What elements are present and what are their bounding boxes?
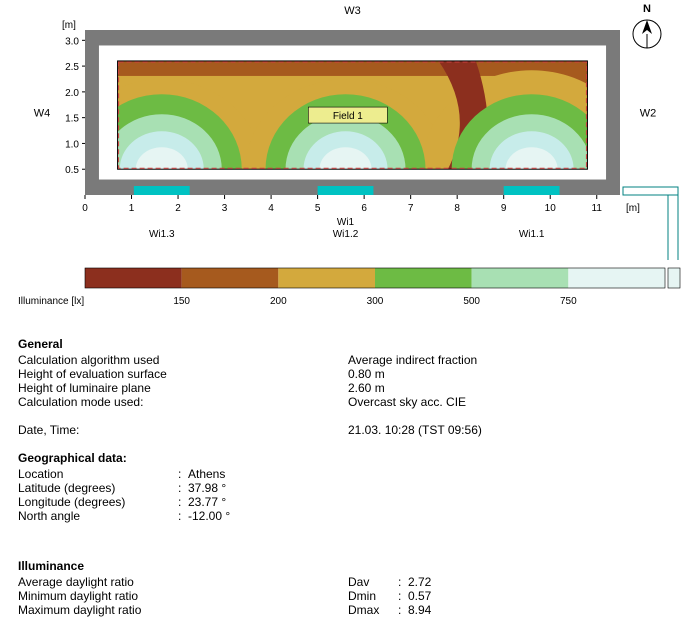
svg-text:150: 150 [173, 296, 190, 307]
svg-text:1: 1 [129, 203, 135, 214]
svg-text:[m]: [m] [626, 203, 640, 214]
gen-label: Height of evaluation surface [18, 367, 348, 381]
geo-label: Longitude (degrees) [18, 495, 178, 509]
svg-text:11: 11 [592, 203, 603, 214]
svg-text:10: 10 [545, 203, 557, 214]
svg-text:[m]: [m] [62, 20, 76, 31]
svg-text:2.0: 2.0 [65, 88, 79, 99]
svg-text:3: 3 [222, 203, 228, 214]
svg-text:Wi1.3: Wi1.3 [149, 229, 175, 240]
svg-text:5: 5 [315, 203, 321, 214]
illum-sym: Dav [348, 575, 398, 589]
gen-value: 0.80 m [348, 367, 385, 381]
gen-label: Calculation mode used: [18, 395, 348, 409]
illum-heading: Illuminance [18, 559, 675, 573]
svg-text:Field 1: Field 1 [333, 111, 363, 122]
geo-value: -12.00 ° [188, 509, 230, 523]
svg-text:Wi1.2: Wi1.2 [333, 229, 359, 240]
text-report: General Calculation algorithm usedAverag… [0, 337, 685, 617]
geo-value: 37.98 ° [188, 481, 226, 495]
gen-value: 2.60 m [348, 381, 385, 395]
svg-text:9: 9 [501, 203, 507, 214]
svg-text:2.5: 2.5 [65, 62, 79, 73]
geo-value: Athens [188, 467, 225, 481]
svg-text:1.0: 1.0 [65, 139, 79, 150]
svg-text:7: 7 [408, 203, 414, 214]
svg-text:0.5: 0.5 [65, 165, 79, 176]
geo-label: Location [18, 467, 178, 481]
illum-value: 8.94 [408, 603, 431, 617]
gen-value: Average indirect fraction [348, 353, 477, 367]
geo-label: Latitude (degrees) [18, 481, 178, 495]
illum-sym: Dmin [348, 589, 398, 603]
illum-label: Minimum daylight ratio [18, 589, 348, 603]
svg-text:W3: W3 [344, 5, 361, 17]
geo-heading: Geographical data: [18, 451, 675, 465]
svg-text:500: 500 [463, 296, 480, 307]
svg-text:4: 4 [268, 203, 274, 214]
legend-container: 150 200 300 500 750 Illuminance [lx] [0, 263, 685, 323]
svg-text:Wi1: Wi1 [337, 217, 355, 228]
geo-value: 23.77 ° [188, 495, 226, 509]
contour-plot-container: W3 N [m] 0.5 1.0 1.5 2.0 2.5 3.0 Field 1 W4 W2 0 1 2 3 4… [0, 0, 685, 263]
gen-label: Calculation algorithm used [18, 353, 348, 367]
svg-text:300: 300 [367, 296, 384, 307]
illum-sym: Dmax [348, 603, 398, 617]
illum-value: 0.57 [408, 589, 431, 603]
legend-bar: 150 200 300 500 750 Illuminance [lx] [0, 263, 685, 323]
svg-text:3.0: 3.0 [65, 36, 79, 47]
svg-text:2: 2 [175, 203, 181, 214]
svg-text:N: N [643, 3, 651, 15]
general-heading: General [18, 337, 675, 351]
date-value: 21.03. 10:28 (TST 09:56) [348, 423, 482, 437]
illum-value: 2.72 [408, 575, 431, 589]
svg-text:W4: W4 [34, 108, 51, 120]
svg-text:Wi1.1: Wi1.1 [519, 229, 545, 240]
contour-plot: W3 N [m] 0.5 1.0 1.5 2.0 2.5 3.0 Field 1 W4 W2 0 1 2 3 4… [0, 0, 685, 260]
svg-text:1.5: 1.5 [65, 114, 79, 125]
geo-label: North angle [18, 509, 178, 523]
illum-label: Maximum daylight ratio [18, 603, 348, 617]
svg-text:6: 6 [361, 203, 367, 214]
gen-label: Height of luminaire plane [18, 381, 348, 395]
svg-text:W2: W2 [640, 108, 657, 120]
svg-text:0: 0 [82, 203, 88, 214]
svg-text:8: 8 [454, 203, 460, 214]
svg-text:200: 200 [270, 296, 287, 307]
date-label: Date, Time: [18, 423, 348, 437]
svg-text:750: 750 [560, 296, 577, 307]
gen-value: Overcast sky acc. CIE [348, 395, 466, 409]
illum-label: Average daylight ratio [18, 575, 348, 589]
svg-text:Illuminance [lx]: Illuminance [lx] [18, 296, 84, 307]
